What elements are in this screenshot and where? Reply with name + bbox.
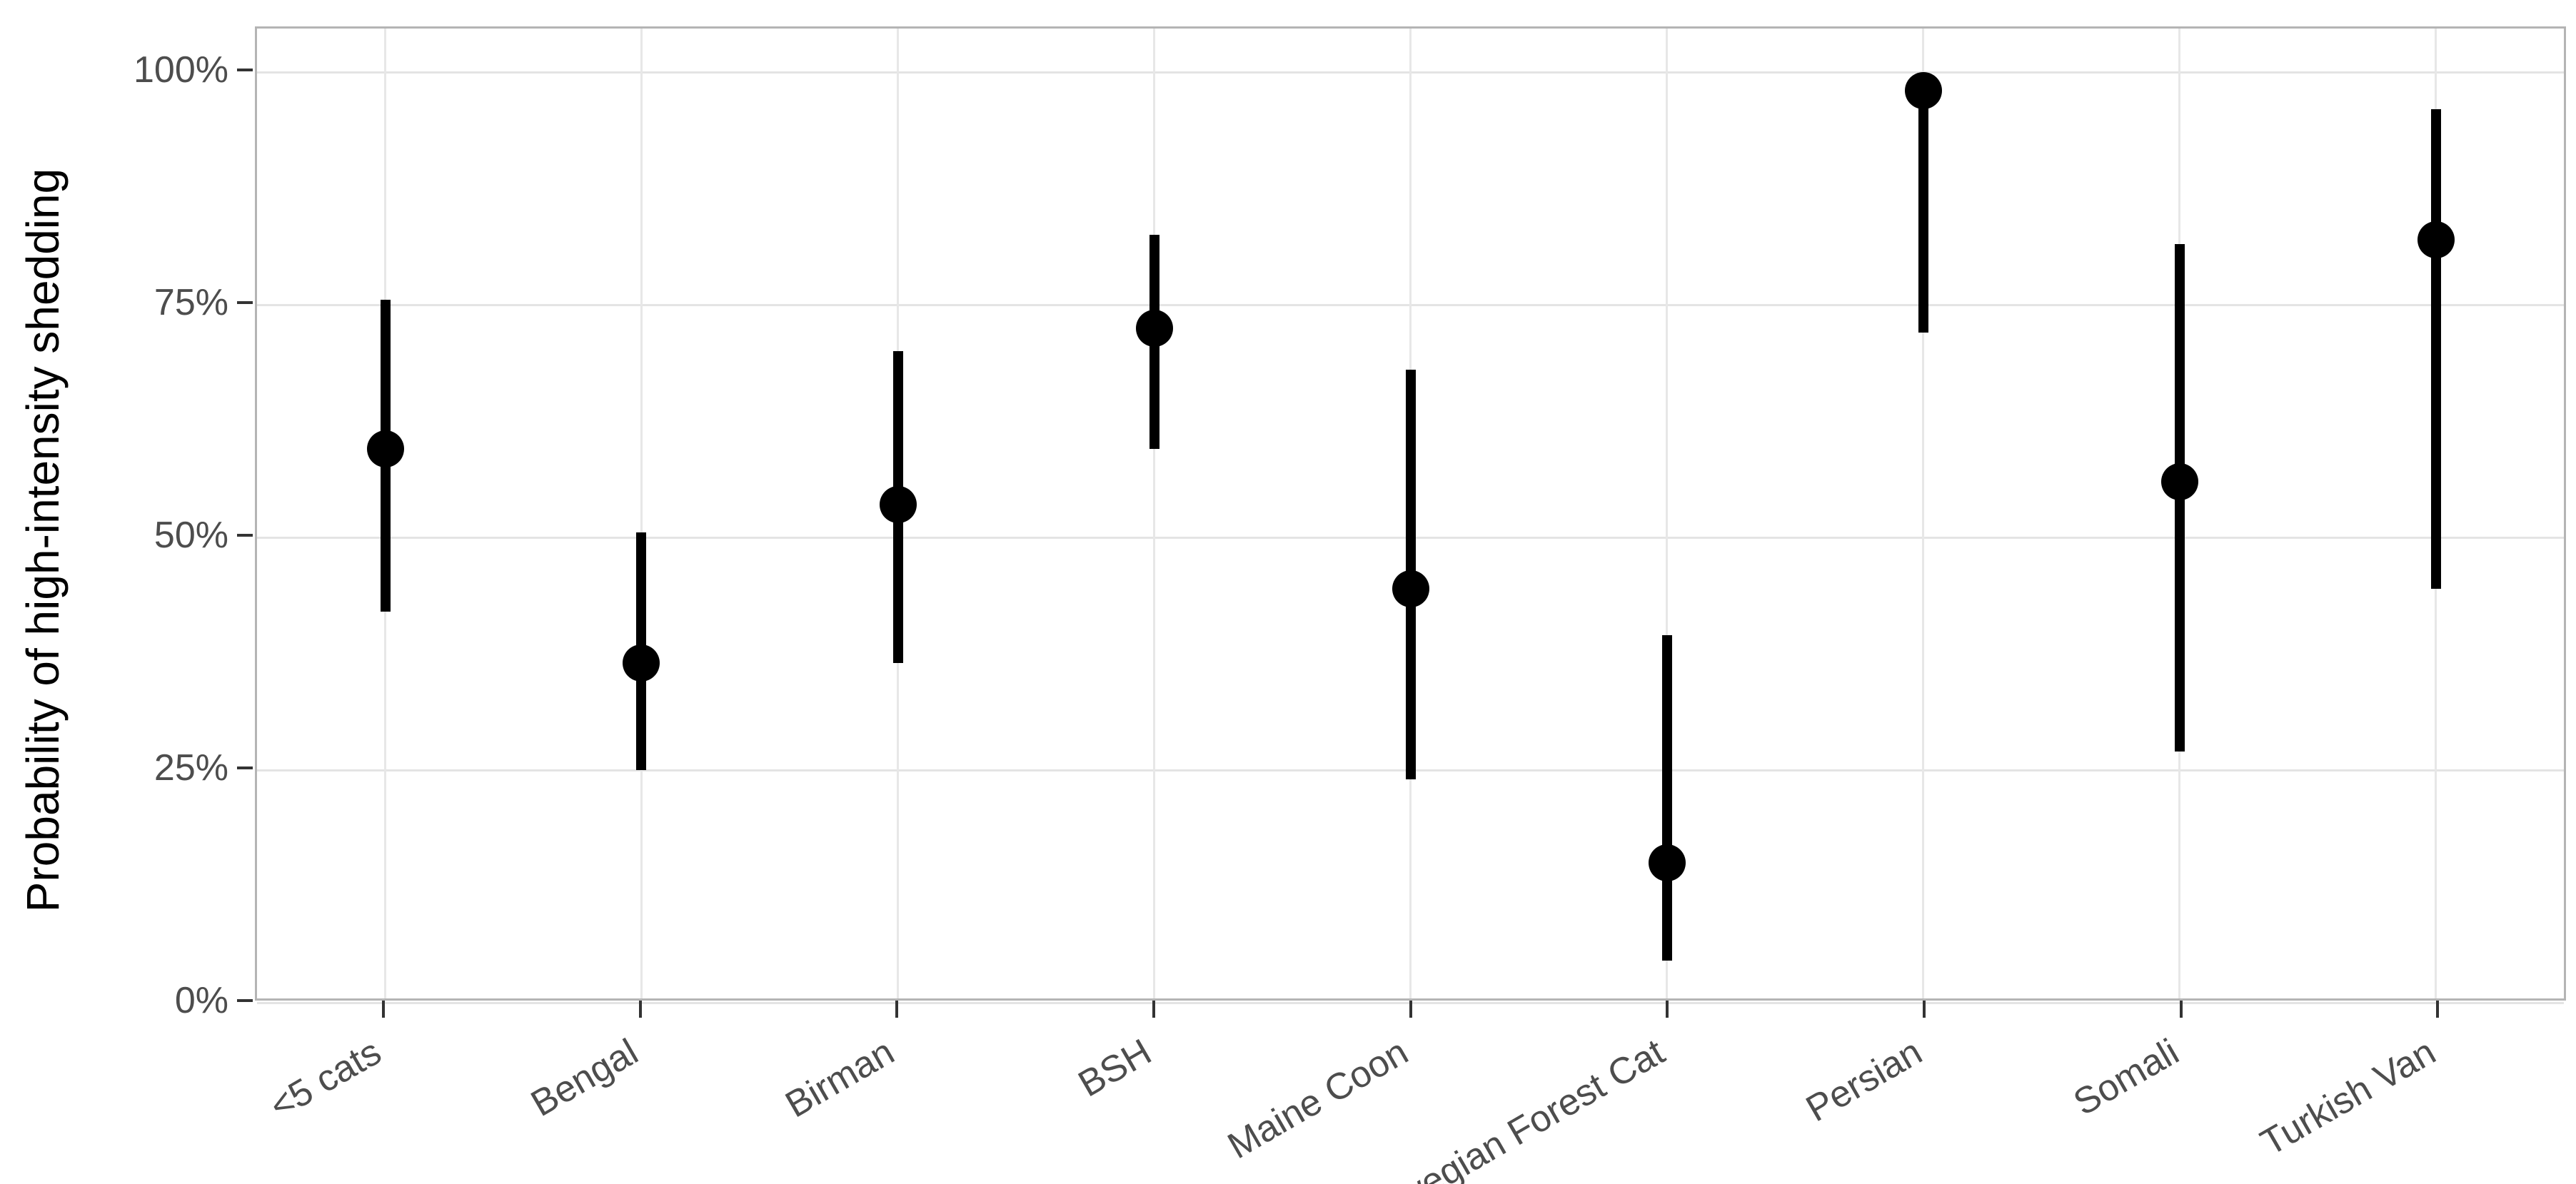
x-gridline bbox=[640, 29, 643, 998]
x-tick-mark bbox=[638, 1001, 642, 1018]
interval-line bbox=[1918, 76, 1928, 333]
x-tick-mark bbox=[1409, 1001, 1412, 1018]
y-tick-mark bbox=[237, 301, 253, 304]
y-tick-label: 25% bbox=[154, 747, 228, 789]
point-estimate-dot bbox=[1135, 309, 1173, 347]
x-tick-mark bbox=[1152, 1001, 1155, 1018]
point-estimate-dot bbox=[2160, 462, 2198, 500]
x-tick-label: <5 cats bbox=[262, 1031, 388, 1128]
interval-line bbox=[2430, 109, 2441, 589]
x-tick-mark bbox=[2436, 1001, 2440, 1018]
x-tick-label: Maine Coon bbox=[1221, 1031, 1415, 1168]
x-gridline bbox=[1153, 29, 1155, 998]
x-tick-mark bbox=[1922, 1001, 1926, 1018]
y-tick-mark bbox=[237, 766, 253, 769]
y-tick-mark bbox=[237, 999, 253, 1002]
y-tick-label: 75% bbox=[154, 282, 228, 323]
point-estimate-dot bbox=[366, 430, 404, 468]
interval-line bbox=[1661, 634, 1672, 961]
x-tick-mark bbox=[1666, 1001, 1669, 1018]
x-tick-mark bbox=[381, 1001, 385, 1018]
x-tick-mark bbox=[2179, 1001, 2183, 1018]
x-tick-label: Turkish Van bbox=[2253, 1031, 2442, 1164]
y-tick-mark bbox=[237, 534, 253, 537]
y-tick-label: 0% bbox=[174, 980, 228, 1021]
y-tick-mark bbox=[237, 69, 253, 71]
point-estimate-dot bbox=[623, 644, 660, 682]
plot-panel bbox=[255, 26, 2566, 1004]
point-estimate-dot bbox=[1904, 72, 1942, 110]
x-tick-label: Persian bbox=[1798, 1031, 1929, 1130]
point-estimate-dot bbox=[2417, 221, 2455, 258]
x-gridline bbox=[1666, 29, 1668, 998]
x-tick-label: Bengal bbox=[523, 1031, 645, 1125]
y-tick-label: 50% bbox=[154, 515, 228, 556]
point-estimate-dot bbox=[879, 486, 917, 524]
x-tick-label: Somali bbox=[2066, 1031, 2185, 1124]
x-tick-label: BSH bbox=[1071, 1031, 1159, 1105]
x-tick-mark bbox=[895, 1001, 899, 1018]
point-estimate-dot bbox=[1648, 844, 1686, 882]
y-axis-title: Probability of high-intensity shedding bbox=[17, 168, 69, 913]
point-estimate-dot bbox=[1392, 570, 1429, 607]
y-tick-label: 100% bbox=[134, 49, 228, 91]
x-gridline bbox=[1922, 29, 1924, 998]
x-tick-label: Birman bbox=[779, 1031, 902, 1126]
